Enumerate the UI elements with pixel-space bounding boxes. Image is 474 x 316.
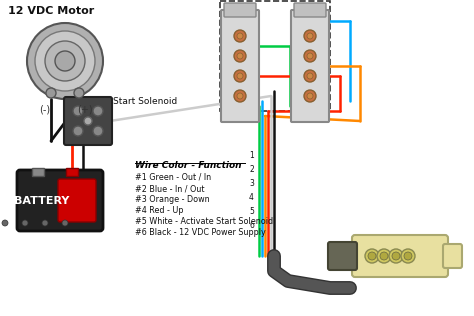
- Circle shape: [365, 249, 379, 263]
- Circle shape: [304, 30, 316, 42]
- Circle shape: [93, 126, 103, 136]
- Circle shape: [404, 252, 412, 260]
- Circle shape: [234, 90, 246, 102]
- Text: 12 VDC Motor: 12 VDC Motor: [8, 6, 94, 16]
- Circle shape: [45, 41, 85, 81]
- Circle shape: [237, 53, 243, 59]
- FancyBboxPatch shape: [221, 10, 259, 122]
- Circle shape: [55, 51, 75, 71]
- Text: 4: 4: [249, 193, 254, 203]
- Text: 3: 3: [249, 179, 254, 189]
- Circle shape: [304, 90, 316, 102]
- Circle shape: [46, 88, 56, 98]
- Circle shape: [62, 220, 68, 226]
- Text: #6 Black - 12 VDC Power Supply: #6 Black - 12 VDC Power Supply: [135, 228, 266, 237]
- Text: 1: 1: [249, 151, 254, 161]
- Circle shape: [27, 23, 103, 99]
- Text: 5: 5: [249, 208, 254, 216]
- Circle shape: [380, 252, 388, 260]
- Circle shape: [307, 93, 313, 99]
- Circle shape: [368, 252, 376, 260]
- Circle shape: [35, 31, 95, 91]
- Text: #1 Green - Out / In: #1 Green - Out / In: [135, 173, 211, 182]
- FancyBboxPatch shape: [352, 235, 448, 277]
- Circle shape: [307, 73, 313, 79]
- Circle shape: [237, 73, 243, 79]
- Text: Wire Color - Function: Wire Color - Function: [135, 161, 241, 170]
- Circle shape: [74, 88, 84, 98]
- FancyBboxPatch shape: [328, 242, 357, 270]
- Circle shape: [42, 220, 48, 226]
- Text: #5 White - Activate Start Solenoid: #5 White - Activate Start Solenoid: [135, 217, 273, 226]
- Circle shape: [304, 50, 316, 62]
- Text: (-): (-): [39, 105, 51, 115]
- Circle shape: [392, 252, 400, 260]
- Circle shape: [2, 220, 8, 226]
- Circle shape: [307, 33, 313, 39]
- FancyBboxPatch shape: [17, 170, 103, 231]
- Circle shape: [234, 50, 246, 62]
- Circle shape: [304, 70, 316, 82]
- Text: 2: 2: [249, 166, 254, 174]
- Text: (+): (+): [77, 105, 93, 115]
- Circle shape: [401, 249, 415, 263]
- Circle shape: [84, 117, 92, 125]
- Text: #2 Blue - In / Out: #2 Blue - In / Out: [135, 184, 204, 193]
- Bar: [66, 168, 78, 176]
- Circle shape: [93, 106, 103, 116]
- Bar: [32, 168, 44, 176]
- FancyBboxPatch shape: [291, 10, 329, 122]
- Circle shape: [73, 126, 83, 136]
- FancyBboxPatch shape: [294, 3, 326, 17]
- Circle shape: [73, 106, 83, 116]
- Circle shape: [389, 249, 403, 263]
- Text: Start Solenoid: Start Solenoid: [113, 96, 177, 106]
- Text: BATTERY: BATTERY: [14, 196, 70, 206]
- Circle shape: [307, 53, 313, 59]
- Text: #3 Orange - Down: #3 Orange - Down: [135, 195, 210, 204]
- Circle shape: [377, 249, 391, 263]
- Circle shape: [22, 220, 28, 226]
- Circle shape: [237, 33, 243, 39]
- Circle shape: [234, 30, 246, 42]
- FancyBboxPatch shape: [64, 97, 112, 145]
- Text: 6: 6: [249, 222, 254, 230]
- FancyBboxPatch shape: [58, 179, 96, 222]
- Circle shape: [234, 70, 246, 82]
- FancyBboxPatch shape: [224, 3, 256, 17]
- Text: #4 Red - Up: #4 Red - Up: [135, 206, 183, 215]
- Circle shape: [237, 93, 243, 99]
- FancyBboxPatch shape: [443, 244, 462, 268]
